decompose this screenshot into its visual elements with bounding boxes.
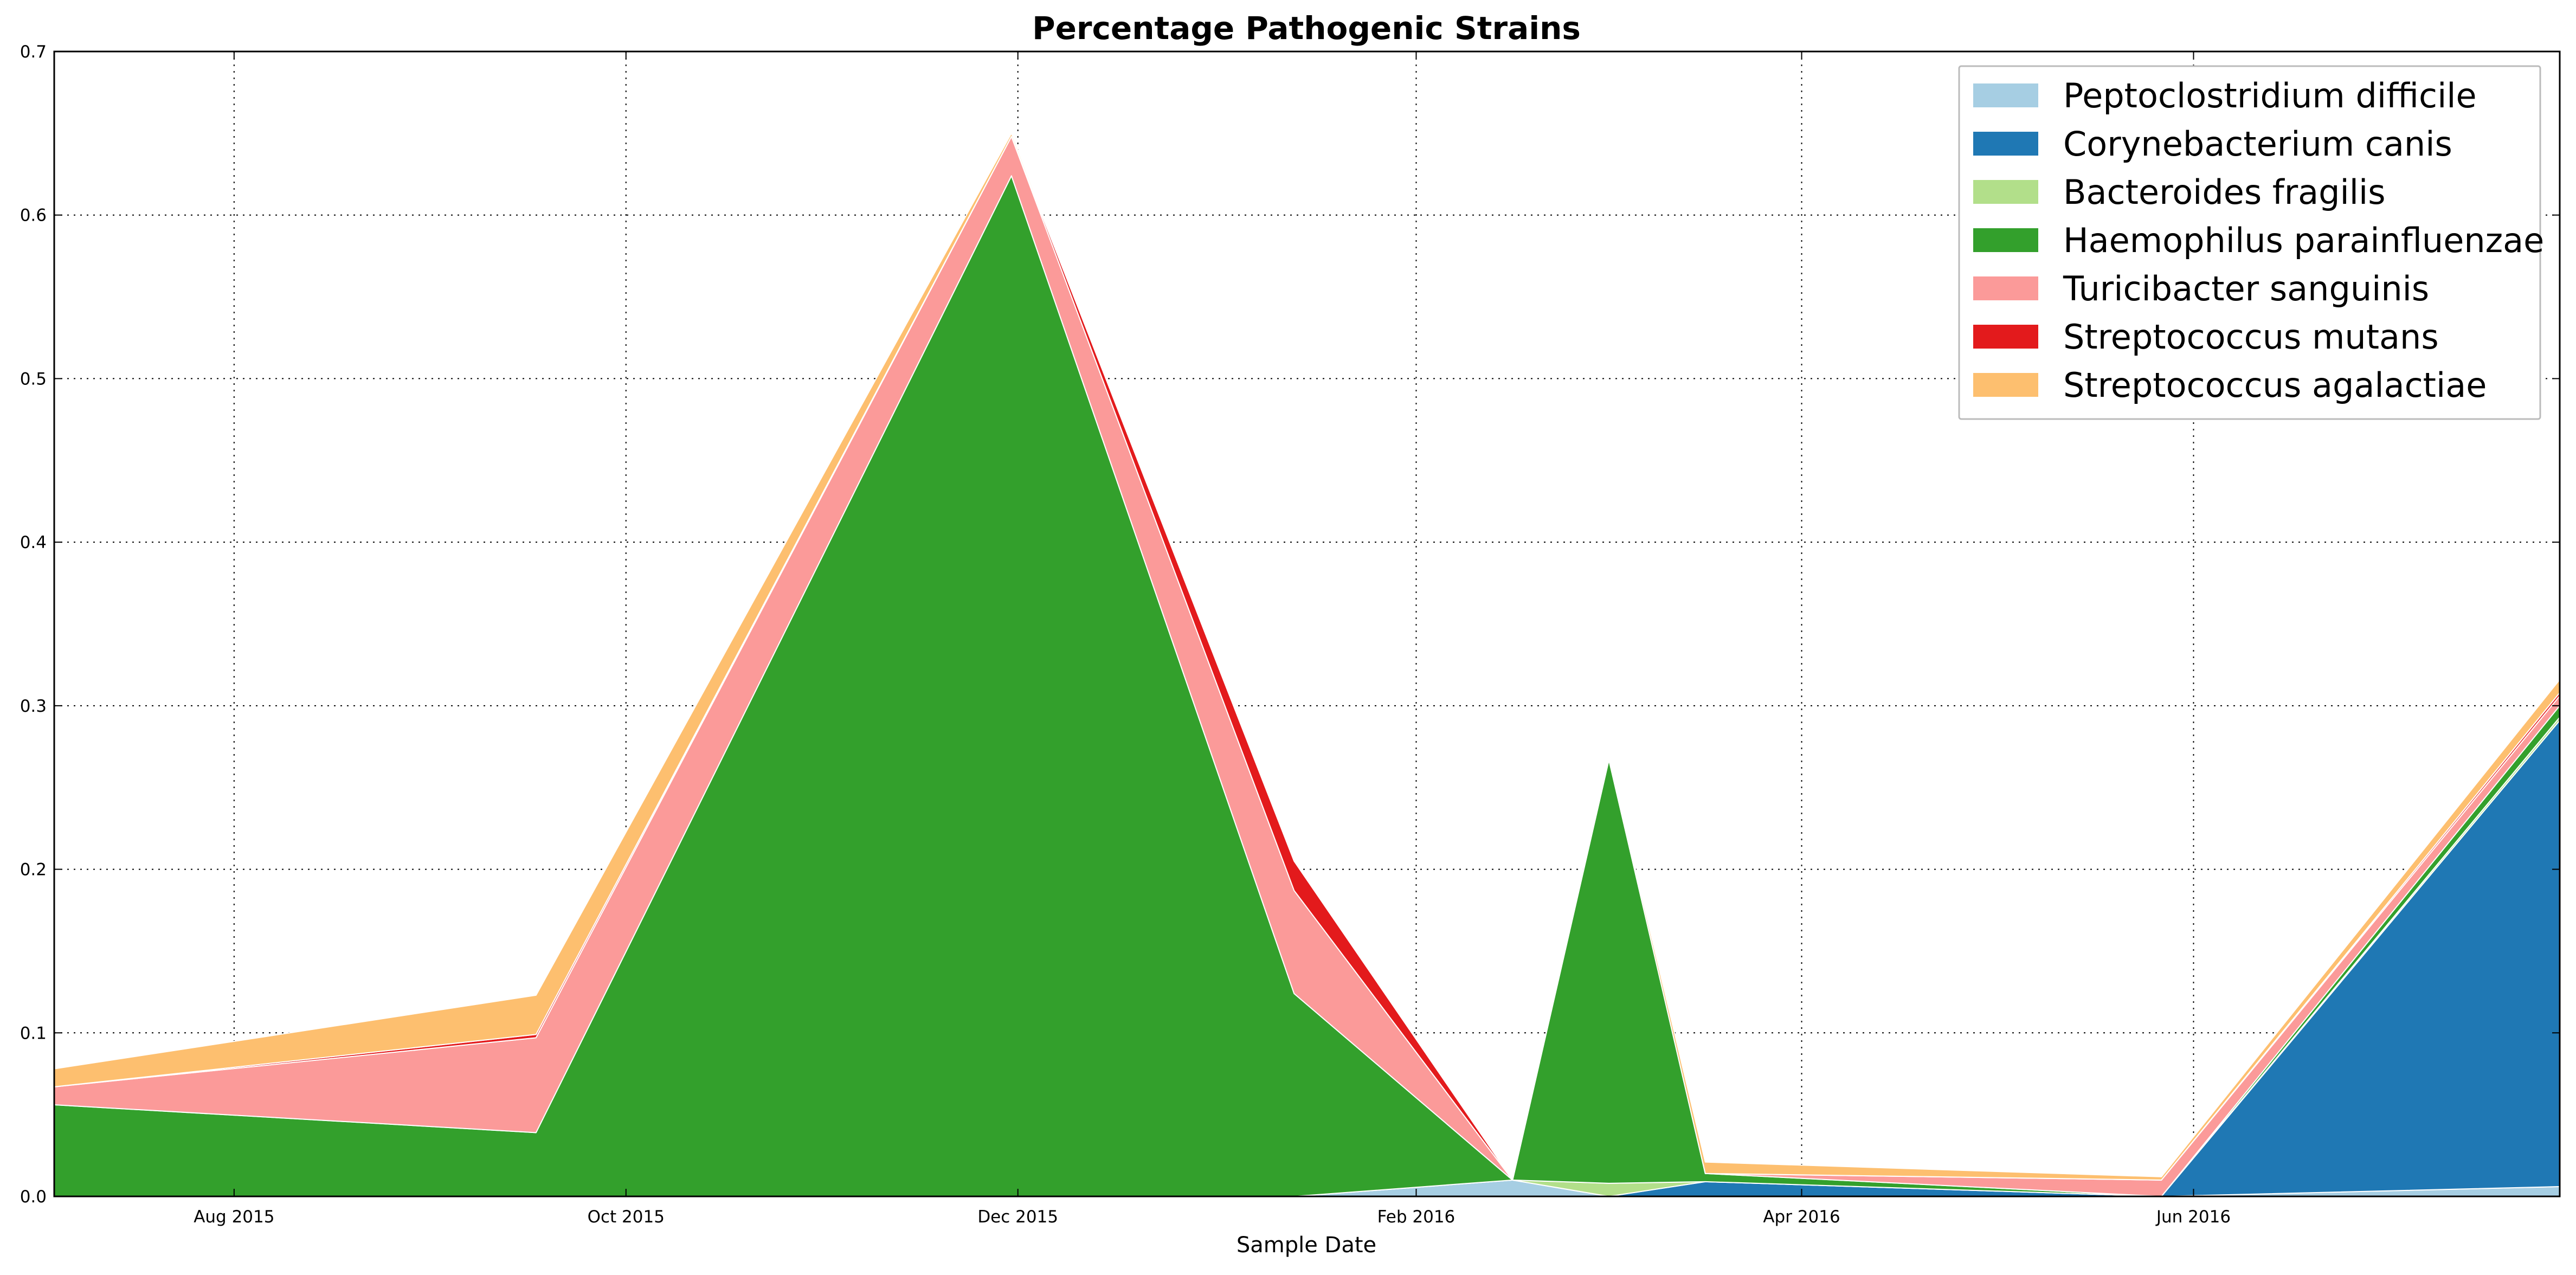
chart-title: Percentage Pathogenic Strains — [1032, 10, 1581, 47]
x-axis: Aug 2015 Oct 2015 Dec 2015 Feb 2016 Apr 2016… — [194, 51, 2231, 1227]
legend: Peptoclostridium difficile Corynebacteriu… — [1958, 65, 2544, 420]
y-tick-label: 0.1 — [20, 1023, 47, 1043]
y-tick-label: 0.6 — [20, 206, 47, 226]
legend-swatch — [1973, 276, 2038, 300]
y-tick-label: 0.3 — [20, 697, 47, 716]
legend-swatch — [1973, 228, 2038, 252]
x-tick-label: Aug 2015 — [194, 1207, 274, 1227]
legend-swatch — [1973, 325, 2038, 349]
legend-swatch — [1973, 373, 2038, 397]
legend-swatch — [1973, 180, 2038, 204]
legend-swatch — [1973, 83, 2038, 107]
legend-label: Corynebacterium canis — [2063, 124, 2452, 164]
legend-frame — [1958, 65, 2541, 420]
legend-label: Streptococcus agalactiae — [2063, 365, 2487, 405]
x-tick-label: Jun 2016 — [2155, 1207, 2231, 1227]
plot-frame — [53, 50, 2561, 1197]
legend-label: Bacteroides fragilis — [2063, 172, 2386, 212]
legend-swatch — [1973, 132, 2038, 156]
y-tick-label: 0.4 — [20, 533, 47, 552]
legend-label: Haemophilus parainfluenzae — [2063, 221, 2544, 260]
x-tick-label: Oct 2015 — [588, 1207, 665, 1227]
x-tick-label: Apr 2016 — [1763, 1207, 1840, 1227]
legend-label: Streptococcus mutans — [2063, 317, 2439, 357]
y-axis: 0.0 0.1 0.2 0.3 0.4 0.5 0.6 0.7 — [20, 42, 2560, 1207]
legend-label: Turicibacter sanguinis — [2063, 269, 2429, 308]
x-tick-label: Dec 2015 — [977, 1207, 1058, 1227]
x-axis-title: Sample Date — [1237, 1233, 1376, 1258]
y-tick-label: 0.2 — [20, 860, 47, 880]
legend-label: Peptoclostridium difficile — [2063, 76, 2477, 115]
x-tick-label: Feb 2016 — [1377, 1207, 1456, 1227]
y-tick-label: 0.0 — [20, 1187, 47, 1207]
y-tick-label: 0.7 — [20, 42, 47, 62]
y-tick-label: 0.5 — [20, 369, 47, 389]
